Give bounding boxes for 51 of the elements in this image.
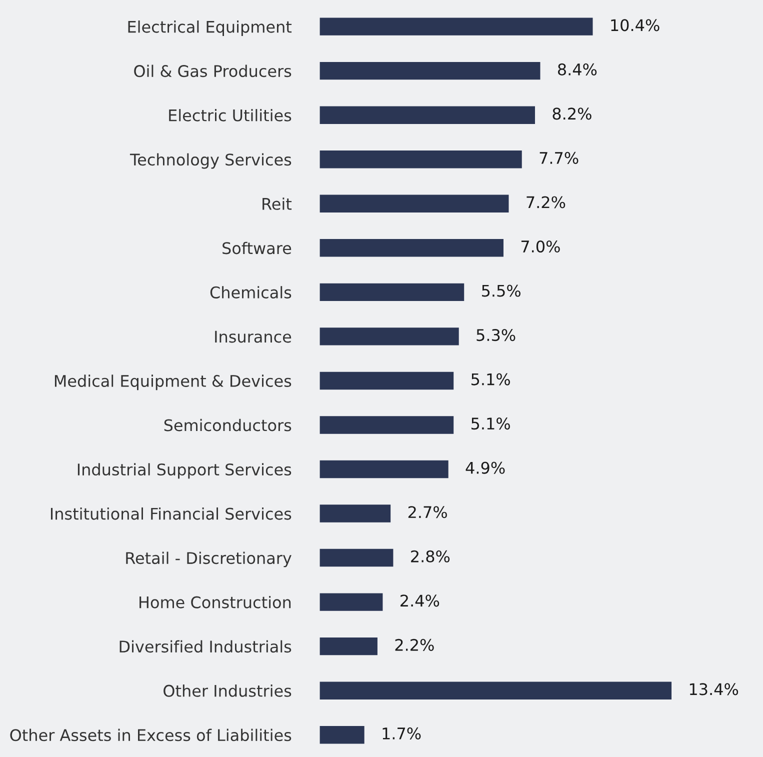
y-tick-label: Diversified Industrials <box>120 640 292 653</box>
data-label: 5.3% <box>476 328 516 342</box>
data-label: 1.7% <box>382 727 421 740</box>
data-label: 2.8% <box>411 550 450 562</box>
y-tick-label: Chemicals <box>210 286 292 298</box>
bar <box>320 548 394 567</box>
y-tick-label: Medical Equipment & Devices <box>54 374 292 390</box>
y-tick-label: Reit <box>262 198 292 210</box>
y-tick-label: Electrical Equipment <box>128 20 292 36</box>
y-tick-label: Home Construction <box>140 596 291 608</box>
bar <box>320 283 464 302</box>
bar <box>320 504 391 522</box>
y-tick-label: Software <box>222 242 292 254</box>
bar <box>320 372 454 390</box>
y-tick-label: Technology Services <box>130 153 292 169</box>
bar <box>320 726 364 744</box>
data-label: 8.4% <box>558 63 597 76</box>
y-tick-label: Other Industries <box>164 684 292 697</box>
y-tick-label: Other Assets in Excess of Liabilities <box>10 728 292 742</box>
y-tick-label: Insurance <box>215 330 292 343</box>
bar <box>320 150 522 168</box>
y-tick-label: Industrial Support Services <box>78 463 292 479</box>
bar <box>320 637 378 656</box>
data-label: 5.1% <box>472 418 510 430</box>
y-tick-label: Semiconductors <box>164 418 292 432</box>
bar <box>320 194 509 212</box>
data-label: 8.2% <box>552 108 592 120</box>
data-label: 13.4% <box>690 683 738 696</box>
bar <box>320 18 593 36</box>
bar <box>320 106 535 124</box>
data-label: 4.9% <box>466 462 505 474</box>
bar <box>320 416 454 434</box>
data-label: 2.7% <box>408 506 447 518</box>
bar <box>320 62 540 80</box>
y-tick-label: Institutional Financial Services <box>50 507 292 520</box>
data-label: 7.0% <box>521 240 560 253</box>
data-label: 5.5% <box>482 284 520 297</box>
data-label: 7.7% <box>540 152 578 164</box>
y-tick-label: Oil & Gas Producers <box>134 64 292 78</box>
bar <box>320 682 672 700</box>
bar <box>320 460 448 478</box>
data-label: 5.1% <box>472 373 510 386</box>
y-tick-label: Electric Utilities <box>169 109 292 122</box>
bar <box>320 239 504 257</box>
y-tick-label: Retail - Discretionary <box>126 552 292 568</box>
data-label: 2.2% <box>395 638 434 651</box>
data-label: 10.4% <box>611 19 660 32</box>
data-label: 2.4% <box>400 594 440 607</box>
bar <box>320 593 383 611</box>
bar <box>320 328 459 346</box>
data-label: 7.2% <box>526 196 566 208</box>
